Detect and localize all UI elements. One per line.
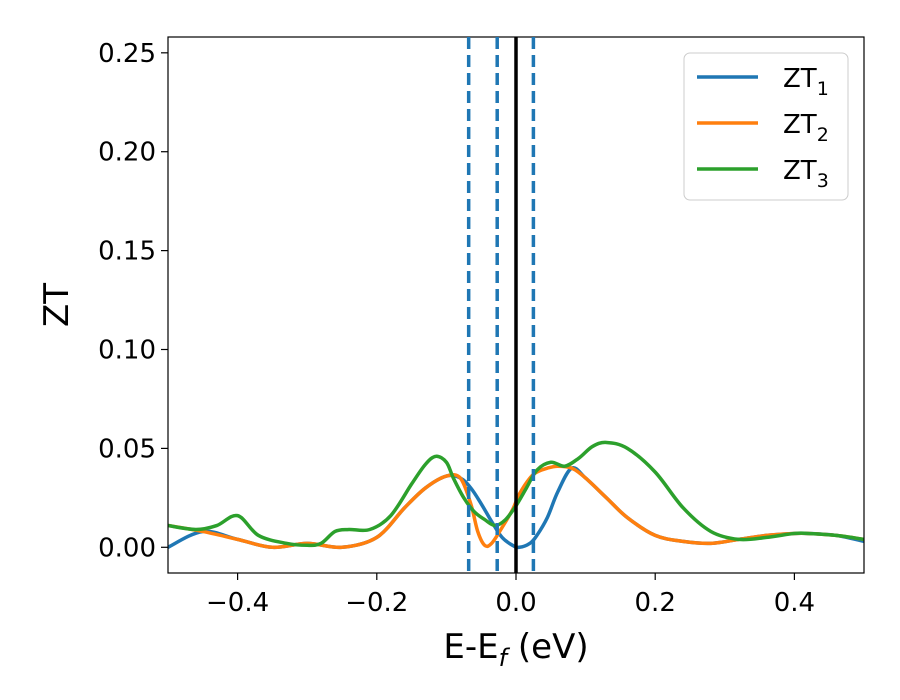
y-tick-label: 0.10 xyxy=(98,336,156,366)
series-line-zt2 xyxy=(168,464,864,550)
legend-box xyxy=(683,52,849,201)
y-tick-label: 0.15 xyxy=(98,237,156,267)
x-tick-label: −0.2 xyxy=(345,588,408,618)
y-tick-label: 0.20 xyxy=(98,138,156,168)
x-tick-label: 0.0 xyxy=(495,588,536,618)
y-tick-label: 0.00 xyxy=(98,533,156,563)
x-tick-label: 0.2 xyxy=(635,588,676,618)
x-axis: −0.4 −0.2 0.0 0.2 0.4 xyxy=(206,573,815,618)
legend: ZT1 ZT2 ZT3 xyxy=(683,52,849,201)
x-tick-label: −0.4 xyxy=(206,588,269,618)
x-axis-label: E-Ef (eV) xyxy=(443,627,588,672)
y-axis: 0.00 0.05 0.10 0.15 0.20 0.25 xyxy=(98,39,168,563)
y-tick-label: 0.25 xyxy=(98,39,156,69)
reference-lines xyxy=(466,37,536,573)
series-line-zt3 xyxy=(168,440,864,548)
legend-label: ZT3 xyxy=(783,156,829,192)
series-lines xyxy=(168,440,864,550)
legend-label: ZT2 xyxy=(783,110,829,146)
x-tick-label: 0.4 xyxy=(774,588,815,618)
y-tick-label: 0.05 xyxy=(98,434,156,464)
legend-label: ZT1 xyxy=(783,64,829,100)
y-axis-label: ZT xyxy=(37,283,77,327)
